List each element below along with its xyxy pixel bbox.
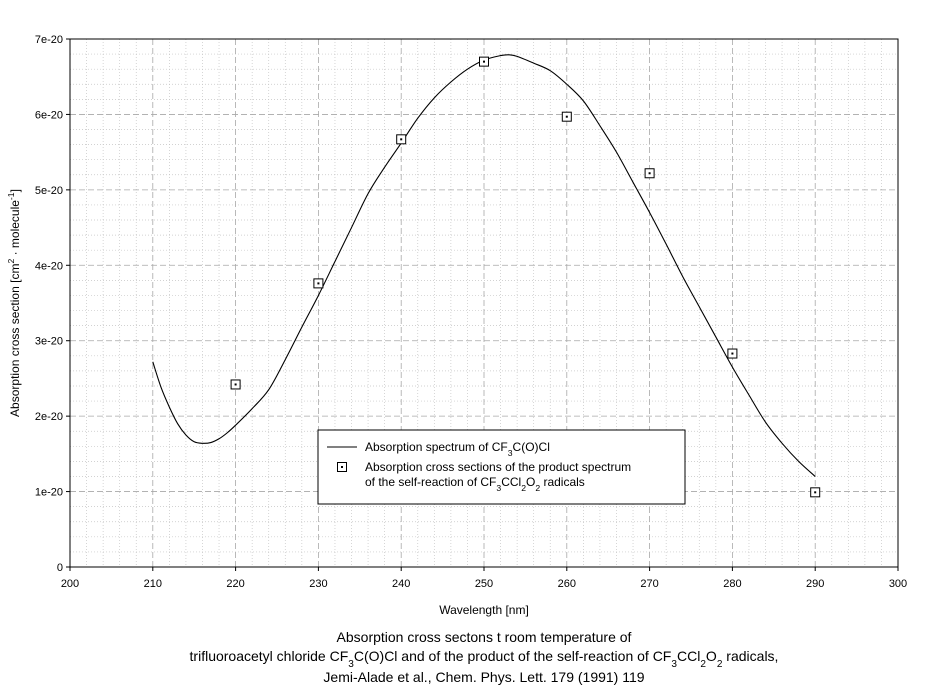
x-tick-label: 200	[61, 578, 79, 590]
data-point-marker	[479, 56, 489, 67]
y-tick-label: 6e-20	[35, 109, 63, 121]
caption-line: Absorption cross sectons t room temperat…	[337, 629, 632, 645]
x-tick-label: 270	[640, 578, 658, 590]
series-product-markers	[230, 56, 821, 498]
x-axis-ticks: 200 210 220 230 240 250 260 270 280 290 300	[61, 567, 907, 590]
x-tick-label: 260	[558, 578, 576, 590]
caption-line: trifluoroacetyl chloride CF3C(O)Cl and o…	[190, 648, 779, 670]
y-tick-label: 5e-20	[35, 185, 63, 197]
series-absorption-spectrum-line	[152, 54, 816, 477]
major-gridlines	[70, 39, 898, 567]
y-tick-label: 7e-20	[35, 34, 63, 46]
legend-entry-product-line: Absorption cross sections of the product…	[365, 460, 631, 474]
x-tick-label: 300	[889, 578, 907, 590]
data-point-marker	[313, 278, 324, 289]
legend-entry-spectrum: Absorption spectrum of CF3C(O)Cl	[365, 440, 550, 458]
x-tick-label: 280	[723, 578, 741, 590]
data-point-marker	[396, 134, 407, 145]
legend-marker-swatch	[337, 462, 347, 472]
x-tick-label: 210	[144, 578, 162, 590]
y-tick-label: 4e-20	[35, 260, 63, 272]
y-tick-label: 0	[57, 562, 63, 574]
minor-gridlines	[70, 39, 898, 567]
x-tick-label: 240	[392, 578, 410, 590]
x-tick-label: 230	[309, 578, 327, 590]
y-axis-title: Absorption cross section [cm2 · molecule…	[6, 189, 22, 417]
data-point-marker	[230, 379, 241, 390]
data-point-marker	[644, 168, 655, 179]
legend: Absorption spectrum of CF3C(O)Cl Absorpti…	[317, 429, 686, 505]
x-tick-label: 290	[806, 578, 824, 590]
y-axis-ticks: 0 1e-20 2e-20 3e-20 4e-20 5e-20 6e-20 7e-20	[35, 34, 70, 574]
y-tick-label: 1e-20	[35, 487, 63, 499]
legend-entry-product-line: of the self-reaction of CF3CCl2O2 radica…	[365, 475, 585, 493]
y-tick-label: 2e-20	[35, 411, 63, 423]
chart-caption: Absorption cross sectons t room temperat…	[190, 629, 779, 685]
x-tick-label: 250	[475, 578, 493, 590]
y-tick-label: 3e-20	[35, 336, 63, 348]
x-axis-title: Wavelength [nm]	[439, 603, 529, 617]
legend-box	[317, 429, 686, 505]
x-tick-label: 220	[226, 578, 244, 590]
data-point-marker	[810, 487, 821, 498]
caption-line: Jemi-Alade et al., Chem. Phys. Lett. 179…	[323, 669, 644, 685]
data-point-marker	[727, 348, 738, 359]
data-point-marker	[561, 111, 572, 122]
